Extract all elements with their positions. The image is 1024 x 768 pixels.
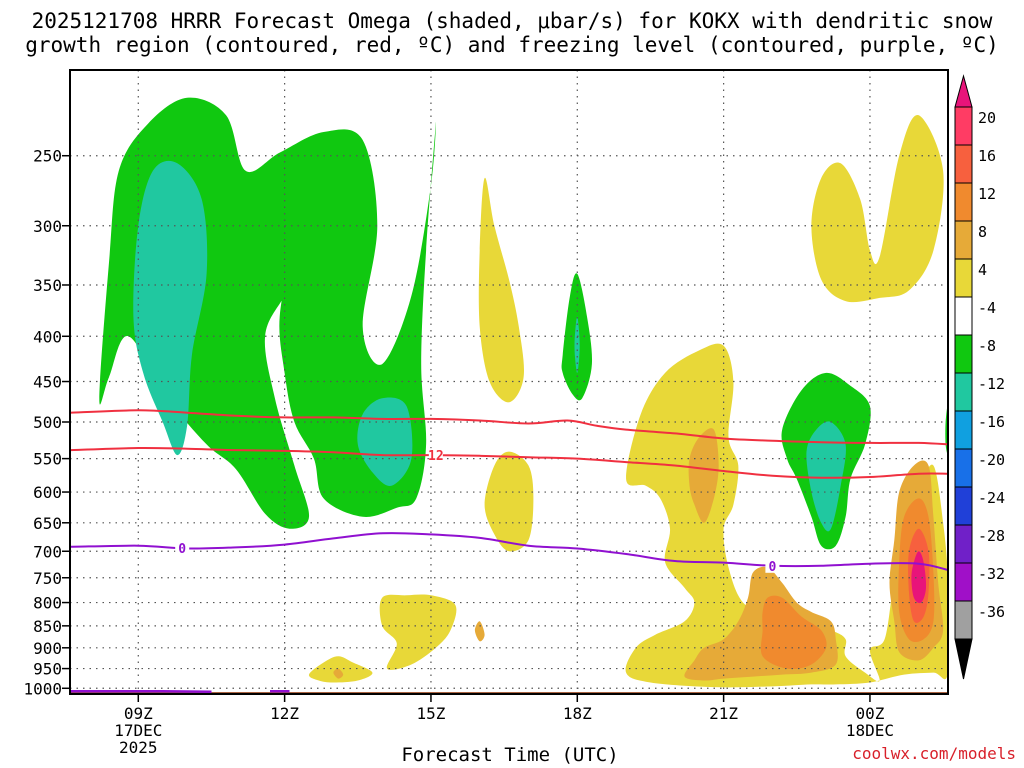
colorbar-label-4: 4	[978, 261, 987, 279]
y-tick-label-900: 900	[33, 639, 62, 658]
y-tick-label-950: 950	[33, 660, 62, 679]
omega-region--12-4	[574, 316, 580, 374]
y-tick-label-1000: 1000	[23, 679, 62, 698]
colorbar-swatch-5	[954, 296, 973, 336]
colorbar-label-12: -32	[978, 565, 1005, 583]
omega-region-4-9	[484, 451, 534, 552]
colorbar-swatch-12	[954, 562, 973, 602]
y-tick-label-450: 450	[33, 373, 62, 392]
colorbar-label-9: -20	[978, 451, 1005, 469]
colorbar-label-6: -8	[978, 337, 996, 355]
colorbar-swatch-7	[954, 372, 973, 412]
omega-region--12-6	[806, 421, 846, 532]
y-tick-label-750: 750	[33, 569, 62, 588]
colorbar-label-8: -16	[978, 413, 1005, 431]
grid-lines	[70, 70, 948, 694]
dgz-lower-contour	[70, 446, 948, 479]
colorbar-swatch-0	[954, 106, 973, 146]
omega-region-8-22	[333, 668, 344, 679]
dgz-upper-contour	[70, 409, 948, 446]
omega-region-4-8	[478, 177, 525, 403]
x-tick-label-00Z-1: 18DEC	[846, 721, 894, 740]
colorbar-label-3: 8	[978, 223, 987, 241]
x-tick-label-09Z-1: 17DEC	[114, 721, 162, 740]
dgz-lower-label-bg-0	[428, 448, 443, 463]
y-axis-ticks: 250 300 350 400 450 500 550 600 650 700 750 800 850 9…	[23, 147, 70, 698]
colorbar-swatch-1	[954, 144, 973, 184]
freezing-level-label-1: 0	[768, 560, 776, 575]
omega-region-8-21	[474, 621, 485, 642]
y-tick-label-550: 550	[33, 450, 62, 469]
x-tick-label-15Z-0: 15Z	[417, 704, 446, 723]
contour-lines: 12 0 0	[70, 409, 948, 693]
colorbar-bottom-arrow	[954, 638, 973, 680]
omega-region-4-13	[308, 656, 373, 683]
x-tick-label-12Z-0: 12Z	[270, 704, 299, 723]
colorbar-top-arrow	[954, 74, 973, 108]
colorbar-swatch-9	[954, 448, 973, 488]
colorbar-label-10: -24	[978, 489, 1005, 507]
x-axis-title: Forecast Time (UTC)	[401, 744, 619, 766]
colorbar-swatch-6	[954, 334, 973, 374]
colorbar-swatch-11	[954, 524, 973, 564]
colorbar-swatch-10	[954, 486, 973, 526]
x-tick-label-18Z-0: 18Z	[563, 704, 592, 723]
chart-title-line-2: growth region (contoured, red, ºC) and f…	[25, 33, 999, 57]
x-tick-label-09Z-0: 09Z	[124, 704, 153, 723]
colorbar-swatch-4	[954, 258, 973, 298]
colorbar-label-2: 12	[978, 185, 996, 203]
omega-region-12-17	[760, 595, 827, 670]
omega-region-4-12	[379, 594, 457, 670]
colorbar-swatch-13	[954, 600, 973, 640]
y-tick-label-800: 800	[33, 594, 62, 613]
freezing-level-label-bg-1	[765, 558, 780, 573]
omega-region-8-14	[688, 428, 719, 523]
freezing-level-label-0: 0	[178, 542, 186, 557]
y-tick-label-700: 700	[33, 542, 62, 561]
x-tick-label-21Z-0: 21Z	[709, 704, 738, 723]
freezing-level-contour	[70, 532, 948, 571]
y-tick-label-500: 500	[33, 413, 62, 432]
omega-region--12-1	[133, 160, 208, 456]
colorbar-label-0: 20	[978, 109, 996, 127]
colorbar-label-5: -4	[978, 299, 996, 317]
colorbar-label-7: -12	[978, 375, 1005, 393]
colorbar-label-1: 16	[978, 147, 996, 165]
y-tick-label-650: 650	[33, 514, 62, 533]
y-tick-label-850: 850	[33, 617, 62, 636]
colorbar-swatch-8	[954, 410, 973, 450]
y-tick-label-350: 350	[33, 276, 62, 295]
x-tick-label-00Z-0: 00Z	[856, 704, 885, 723]
colorbar-swatch-2	[954, 182, 973, 222]
colorbar: 20 16 12 8 4 -4 -8 -12 -16 -20 -24 -28 -32 -36	[954, 74, 1005, 680]
y-tick-label-400: 400	[33, 327, 62, 346]
omega-region-4-10	[625, 343, 948, 688]
y-tick-label-250: 250	[33, 147, 62, 166]
colorbar-swatch-3	[954, 220, 973, 260]
colorbar-label-11: -28	[978, 527, 1005, 545]
y-tick-label-300: 300	[33, 217, 62, 236]
x-tick-label-09Z-2: 2025	[119, 738, 158, 757]
chart-title-line-1: 2025121708 HRRR Forecast Omega (shaded, …	[31, 9, 993, 33]
y-tick-label-600: 600	[33, 483, 62, 502]
omega-region-4-11	[811, 114, 944, 303]
colorbar-label-13: -36	[978, 603, 1005, 621]
freezing-level-label-bg-0	[175, 541, 190, 556]
source-credit[interactable]: coolwx.com/models	[852, 744, 1016, 763]
dgz-lower-label-0: 12	[428, 449, 444, 464]
